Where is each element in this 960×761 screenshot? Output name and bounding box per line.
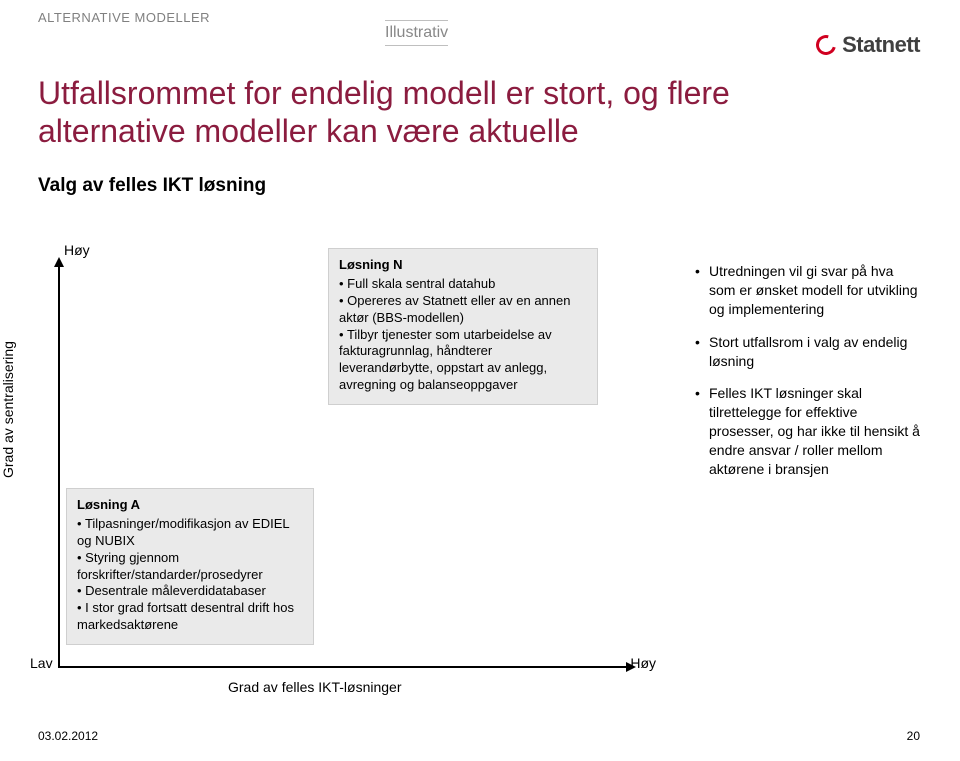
footer-page-number: 20 — [907, 729, 920, 743]
x-axis-label: Grad av felles IKT-løsninger — [228, 679, 402, 695]
x-axis-high-label: Høy — [630, 655, 656, 671]
list-item: I stor grad fortsatt desentral drift hos… — [77, 600, 303, 634]
solution-a-title: Løsning A — [77, 497, 303, 514]
solution-n-title: Løsning N — [339, 257, 587, 274]
solution-n-box: Løsning N Full skala sentral datahub Ope… — [328, 248, 598, 405]
solution-a-list: Tilpasninger/modifikasjon av EDIEL og NU… — [77, 516, 303, 634]
x-axis-line — [58, 666, 633, 668]
y-axis-label: Grad av sentralisering — [0, 341, 16, 478]
chart-area: Grad av sentralisering Høy Lav Grad av f… — [58, 260, 678, 695]
logo-mark-icon — [812, 31, 839, 58]
list-item: Opereres av Statnett eller av en annen a… — [339, 293, 587, 327]
y-axis-low-label: Lav — [30, 655, 53, 671]
y-axis-high-label: Høy — [64, 242, 90, 258]
list-item: Styring gjennom forskrifter/standarder/p… — [77, 550, 303, 584]
note-item: Felles IKT løsninger skal tilrettelegge … — [695, 384, 920, 478]
list-item: Desentrale måleverdidatabaser — [77, 583, 303, 600]
slide: ALTERNATIVE MODELLER Illustrativ Statnet… — [0, 0, 960, 761]
page-title: Utfallsrommet for endelig modell er stor… — [38, 74, 798, 151]
list-item: Tilpasninger/modifikasjon av EDIEL og NU… — [77, 516, 303, 550]
logo: Statnett — [816, 32, 920, 58]
page-subtitle: Valg av felles IKT løsning — [38, 175, 922, 197]
solution-n-list: Full skala sentral datahub Opereres av S… — [339, 276, 587, 394]
solution-a-box: Løsning A Tilpasninger/modifikasjon av E… — [66, 488, 314, 645]
note-item: Stort utfallsrom i valg av endelig løsni… — [695, 333, 920, 371]
note-item: Utredningen vil gi svar på hva som er øn… — [695, 262, 920, 319]
right-notes: Utredningen vil gi svar på hva som er øn… — [695, 262, 920, 493]
y-axis-line — [58, 260, 60, 668]
list-item: Tilbyr tjenester som utarbeidelse av fak… — [339, 327, 587, 395]
logo-text: Statnett — [842, 32, 920, 58]
illustrative-tag: Illustrativ — [385, 20, 448, 46]
kicker: ALTERNATIVE MODELLER — [38, 10, 210, 25]
footer-date: 03.02.2012 — [38, 729, 98, 743]
list-item: Full skala sentral datahub — [339, 276, 587, 293]
